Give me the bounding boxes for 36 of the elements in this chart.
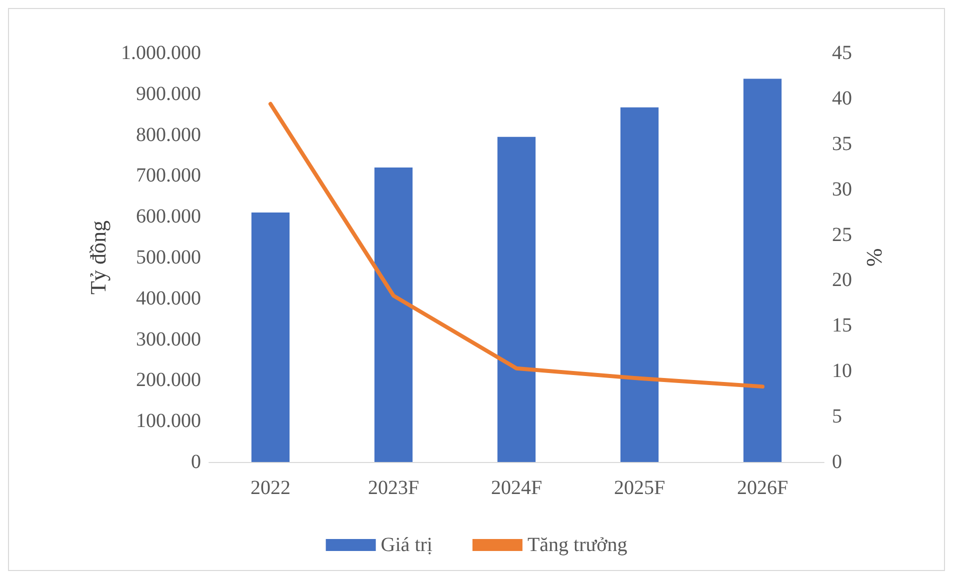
line-series bbox=[268, 102, 764, 389]
y-axis-title: Tỷ đồng bbox=[86, 220, 110, 294]
y-tick-label: 400.000 bbox=[136, 287, 201, 310]
y2-tick-label: 30 bbox=[832, 178, 852, 200]
y2-tick-label: 5 bbox=[832, 406, 842, 428]
x-tick-label: 2026F bbox=[736, 477, 788, 499]
bar bbox=[374, 168, 413, 462]
x-tick-label: 2024F bbox=[490, 477, 542, 499]
y-tick-label: 700.000 bbox=[136, 164, 201, 187]
y-tick-label: 800.000 bbox=[136, 124, 201, 146]
y-tick-label: 600.000 bbox=[136, 206, 201, 228]
legend-label: Giá trị bbox=[380, 534, 433, 556]
y2-tick-label: 25 bbox=[832, 224, 852, 246]
y-tick-label: 0 bbox=[191, 451, 201, 473]
y2-tick-label: 45 bbox=[832, 42, 852, 64]
legend-label: Tăng trưởng bbox=[527, 534, 628, 556]
y2-tick-label: 40 bbox=[832, 87, 852, 110]
bar bbox=[251, 212, 290, 462]
y-tick-label: 1.000.000 bbox=[121, 42, 201, 64]
x-tick-label: 2025F bbox=[614, 477, 666, 499]
x-tick-label: 2023F bbox=[368, 477, 420, 499]
y2-tick-label: 20 bbox=[832, 269, 852, 292]
bar bbox=[497, 136, 536, 462]
bar bbox=[620, 107, 659, 462]
y-tick-label: 500.000 bbox=[136, 246, 201, 268]
y2-tick-label: 10 bbox=[832, 360, 852, 382]
y2-tick-label: 15 bbox=[832, 314, 852, 337]
y2-tick-label: 0 bbox=[832, 451, 842, 473]
y-tick-label: 300.000 bbox=[136, 328, 201, 350]
x-tick-label: 2022 bbox=[250, 477, 290, 499]
bar bbox=[743, 78, 782, 462]
y-tick-label: 200.000 bbox=[136, 369, 201, 392]
y2-axis-title: % bbox=[861, 248, 886, 267]
y2-tick-label: 35 bbox=[832, 132, 852, 155]
y-tick-label: 100.000 bbox=[136, 410, 201, 432]
y-tick-label: 900.000 bbox=[136, 82, 201, 105]
